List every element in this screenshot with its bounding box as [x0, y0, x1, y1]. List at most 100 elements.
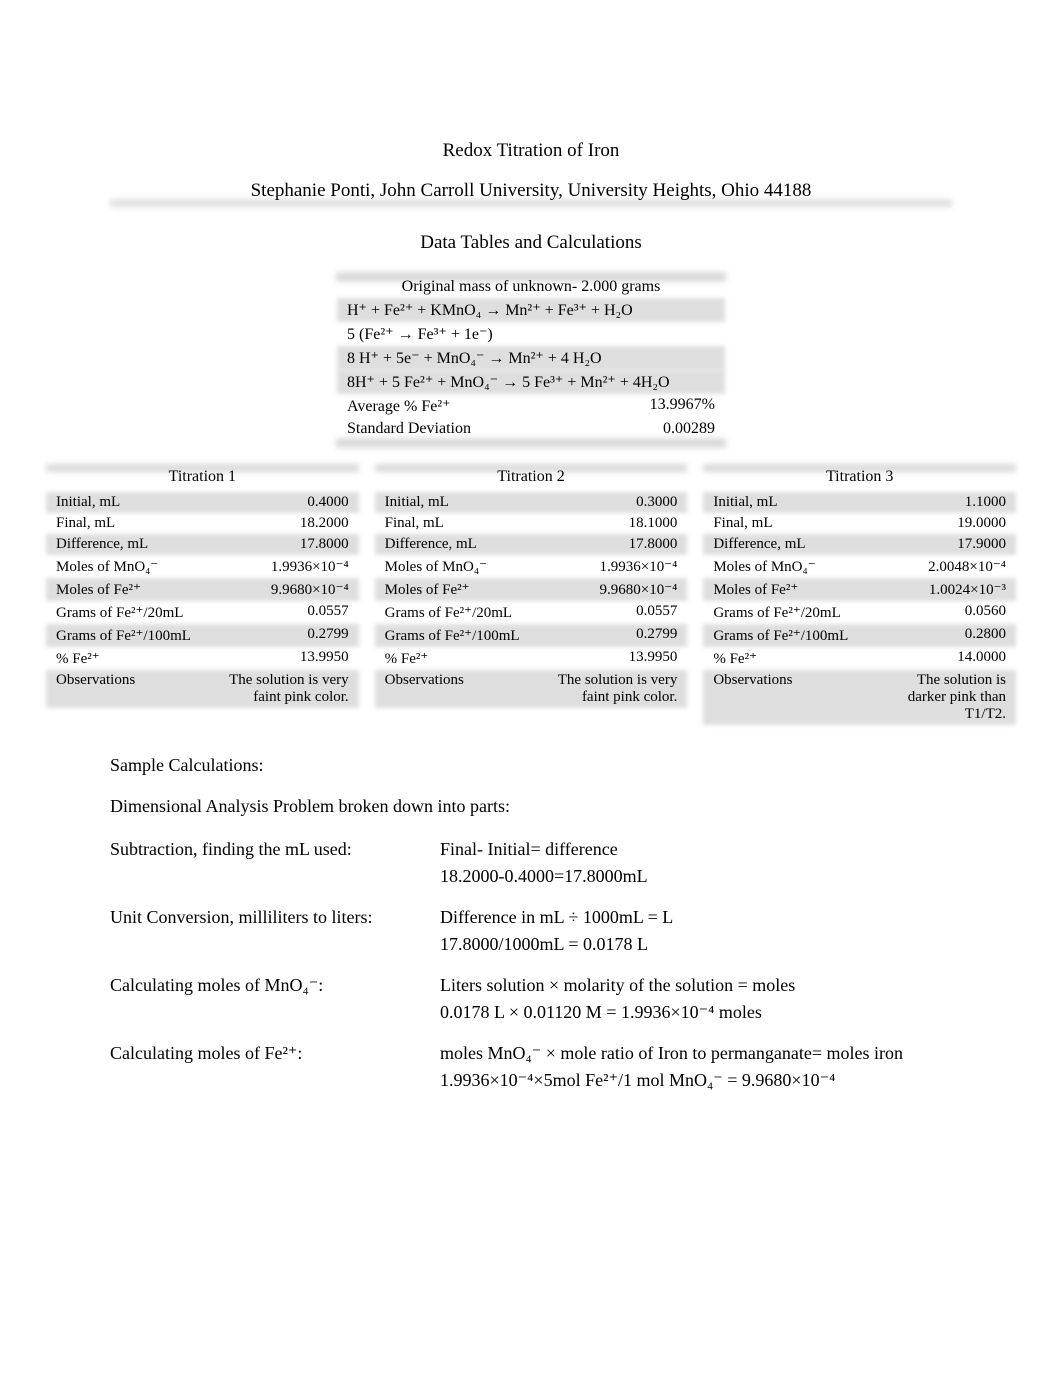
titration-row-moles_fe: Moles of Fe²⁺9.9680×10⁻⁴ [379, 578, 684, 601]
titration-column-3: Titration 3Initial, mL1.1000Final, mL19.… [707, 466, 1012, 725]
original-mass-text: Original mass of unknown- 2.000 grams [402, 278, 661, 296]
titration-row-value: The solution is very faint pink color. [547, 672, 677, 706]
titration-row-value: 1.9936×10⁻⁴ [547, 557, 677, 576]
equation-1-text: H⁺ + Fe²⁺ + KMnO₄ → Mn²⁺ + Fe³⁺ + H₂O [347, 300, 633, 320]
titration-row-final: Final, mL18.1000 [379, 513, 684, 534]
equation-4: 8H⁺ + 5 Fe²⁺ + MnO₄⁻ → 5 Fe³⁺ + Mn²⁺ + 4… [341, 370, 721, 394]
titration-row-value: 18.1000 [547, 515, 677, 532]
titration-row-value: 1.1000 [876, 494, 1006, 511]
titration-row-label: Grams of Fe²⁺/20mL [713, 603, 876, 622]
titration-row-moles_mno4: Moles of MnO₄⁻1.9936×10⁻⁴ [50, 555, 355, 578]
titration-row-value: 18.2000 [219, 515, 349, 532]
titration-row-grams_100: Grams of Fe²⁺/100mL0.2799 [379, 624, 684, 647]
equation-4-text: 8H⁺ + 5 Fe²⁺ + MnO₄⁻ → 5 Fe³⁺ + Mn²⁺ + 4… [347, 372, 670, 392]
titration-row-moles_fe: Moles of Fe²⁺1.0024×10⁻³ [707, 578, 1012, 601]
titration-row-initial: Initial, mL0.3000 [379, 492, 684, 513]
titration-title-wrap: Titration 1 [50, 466, 355, 488]
calculation-value: 0.0178 L × 0.01120 M = 1.9936×10⁻⁴ moles [440, 1002, 952, 1023]
calculations-subheader: Dimensional Analysis Problem broken down… [110, 796, 952, 817]
titration-title: Titration 1 [50, 466, 355, 488]
titration-row-value: 0.0557 [547, 603, 677, 622]
titration-row-label: Moles of MnO₄⁻ [385, 557, 548, 576]
titration-row-label: Difference, mL [385, 536, 548, 553]
titration-row-moles_mno4: Moles of MnO₄⁻1.9936×10⁻⁴ [379, 555, 684, 578]
titration-row-label: Final, mL [385, 515, 548, 532]
equation-1: H⁺ + Fe²⁺ + KMnO₄ → Mn²⁺ + Fe³⁺ + H₂O [341, 298, 721, 322]
calculation-row: 1.9936×10⁻⁴×5mol Fe²⁺/1 mol MnO₄⁻ = 9.96… [110, 1070, 952, 1091]
titration-row-value: 0.4000 [219, 494, 349, 511]
calculation-value: Difference in mL ÷ 1000mL = L [440, 907, 952, 928]
titration-title-wrap: Titration 3 [707, 466, 1012, 488]
titration-row-label: Moles of Fe²⁺ [385, 580, 548, 599]
titration-row-value: The solution is darker pink than T1/T2. [876, 672, 1006, 723]
calculation-label [110, 866, 440, 887]
titration-row-grams_100: Grams of Fe²⁺/100mL0.2799 [50, 624, 355, 647]
titration-row-label: Final, mL [713, 515, 876, 532]
calculation-spacer [110, 893, 952, 907]
titration-row-diff: Difference, mL17.8000 [379, 534, 684, 555]
titrations-container: Titration 1Initial, mL0.4000Final, mL18.… [50, 466, 1012, 725]
titration-row-diff: Difference, mL17.8000 [50, 534, 355, 555]
calculation-row: 18.2000-0.4000=17.8000mL [110, 866, 952, 887]
calculation-label: Subtraction, finding the mL used: [110, 839, 440, 860]
calculation-row: 17.8000/1000mL = 0.0178 L [110, 934, 952, 955]
calculation-label [110, 1002, 440, 1023]
titration-column-2: Titration 2Initial, mL0.3000Final, mL18.… [379, 466, 684, 725]
titration-row-label: Moles of MnO₄⁻ [56, 557, 219, 576]
titration-row-label: Grams of Fe²⁺/100mL [56, 626, 219, 645]
document-page: Redox Titration of Iron Stephanie Ponti,… [0, 0, 1062, 1147]
document-title: Redox Titration of Iron [50, 140, 1012, 162]
calculation-label: Unit Conversion, milliliters to liters: [110, 907, 440, 928]
blur-bottom [336, 436, 726, 450]
titration-row-label: Moles of Fe²⁺ [713, 580, 876, 599]
calculation-row: Subtraction, finding the mL used:Final- … [110, 839, 952, 860]
original-mass-row: Original mass of unknown- 2.000 grams [341, 276, 721, 298]
stddev-value: 0.00289 [605, 420, 715, 438]
titration-row-label: Moles of Fe²⁺ [56, 580, 219, 599]
titration-row-label: % Fe²⁺ [56, 649, 219, 668]
calculations-header: Sample Calculations: [110, 755, 952, 776]
stddev-row: Standard Deviation 0.00289 [341, 418, 721, 440]
titration-row-label: Observations [56, 672, 219, 706]
titration-row-label: Initial, mL [56, 494, 219, 511]
titration-row-label: Grams of Fe²⁺/100mL [713, 626, 876, 645]
titration-title: Titration 3 [707, 466, 1012, 488]
calculation-value: moles MnO₄⁻ × mole ratio of Iron to perm… [440, 1043, 952, 1064]
titration-row-label: % Fe²⁺ [385, 649, 548, 668]
titration-row-obs: ObservationsThe solution is very faint p… [379, 670, 684, 708]
titration-row-value: 13.9950 [219, 649, 349, 668]
average-row: Average % Fe²⁺ 13.9967% [341, 394, 721, 418]
titration-row-obs: ObservationsThe solution is very faint p… [50, 670, 355, 708]
calculation-value: Liters solution × molarity of the soluti… [440, 975, 952, 996]
calculation-label [110, 1070, 440, 1091]
titration-row-value: 2.0048×10⁻⁴ [876, 557, 1006, 576]
summary-box: Original mass of unknown- 2.000 grams H⁺… [341, 276, 721, 440]
titration-row-initial: Initial, mL0.4000 [50, 492, 355, 513]
titration-row-value: The solution is very faint pink color. [219, 672, 349, 706]
titration-row-value: 9.9680×10⁻⁴ [219, 580, 349, 599]
titration-row-grams_20: Grams of Fe²⁺/20mL0.0557 [50, 601, 355, 624]
equation-3: 8 H⁺ + 5e⁻ + MnO₄⁻ → Mn²⁺ + 4 H₂O [341, 346, 721, 370]
titration-row-value: 17.8000 [219, 536, 349, 553]
titration-row-grams_100: Grams of Fe²⁺/100mL0.2800 [707, 624, 1012, 647]
titration-row-moles_fe: Moles of Fe²⁺9.9680×10⁻⁴ [50, 578, 355, 601]
titration-title-wrap: Titration 2 [379, 466, 684, 488]
calculation-label [110, 934, 440, 955]
calculation-value: 17.8000/1000mL = 0.0178 L [440, 934, 952, 955]
titration-row-label: Initial, mL [385, 494, 548, 511]
author-line: Stephanie Ponti, John Carroll University… [110, 180, 952, 202]
titration-row-label: Moles of MnO₄⁻ [713, 557, 876, 576]
titration-row-value: 0.2800 [876, 626, 1006, 645]
average-label: Average % Fe²⁺ [347, 396, 605, 416]
calculation-label: Calculating moles of Fe²⁺: [110, 1043, 440, 1064]
calculation-label: Calculating moles of MnO₄⁻: [110, 975, 440, 996]
titration-row-moles_mno4: Moles of MnO₄⁻2.0048×10⁻⁴ [707, 555, 1012, 578]
titration-row-label: % Fe²⁺ [713, 649, 876, 668]
titration-row-pct_fe: % Fe²⁺14.0000 [707, 647, 1012, 670]
titration-row-final: Final, mL19.0000 [707, 513, 1012, 534]
titration-row-grams_20: Grams of Fe²⁺/20mL0.0557 [379, 601, 684, 624]
calculations-rows: Subtraction, finding the mL used:Final- … [110, 839, 952, 1091]
titration-title: Titration 2 [379, 466, 684, 488]
titration-row-value: 0.3000 [547, 494, 677, 511]
titration-row-label: Difference, mL [56, 536, 219, 553]
